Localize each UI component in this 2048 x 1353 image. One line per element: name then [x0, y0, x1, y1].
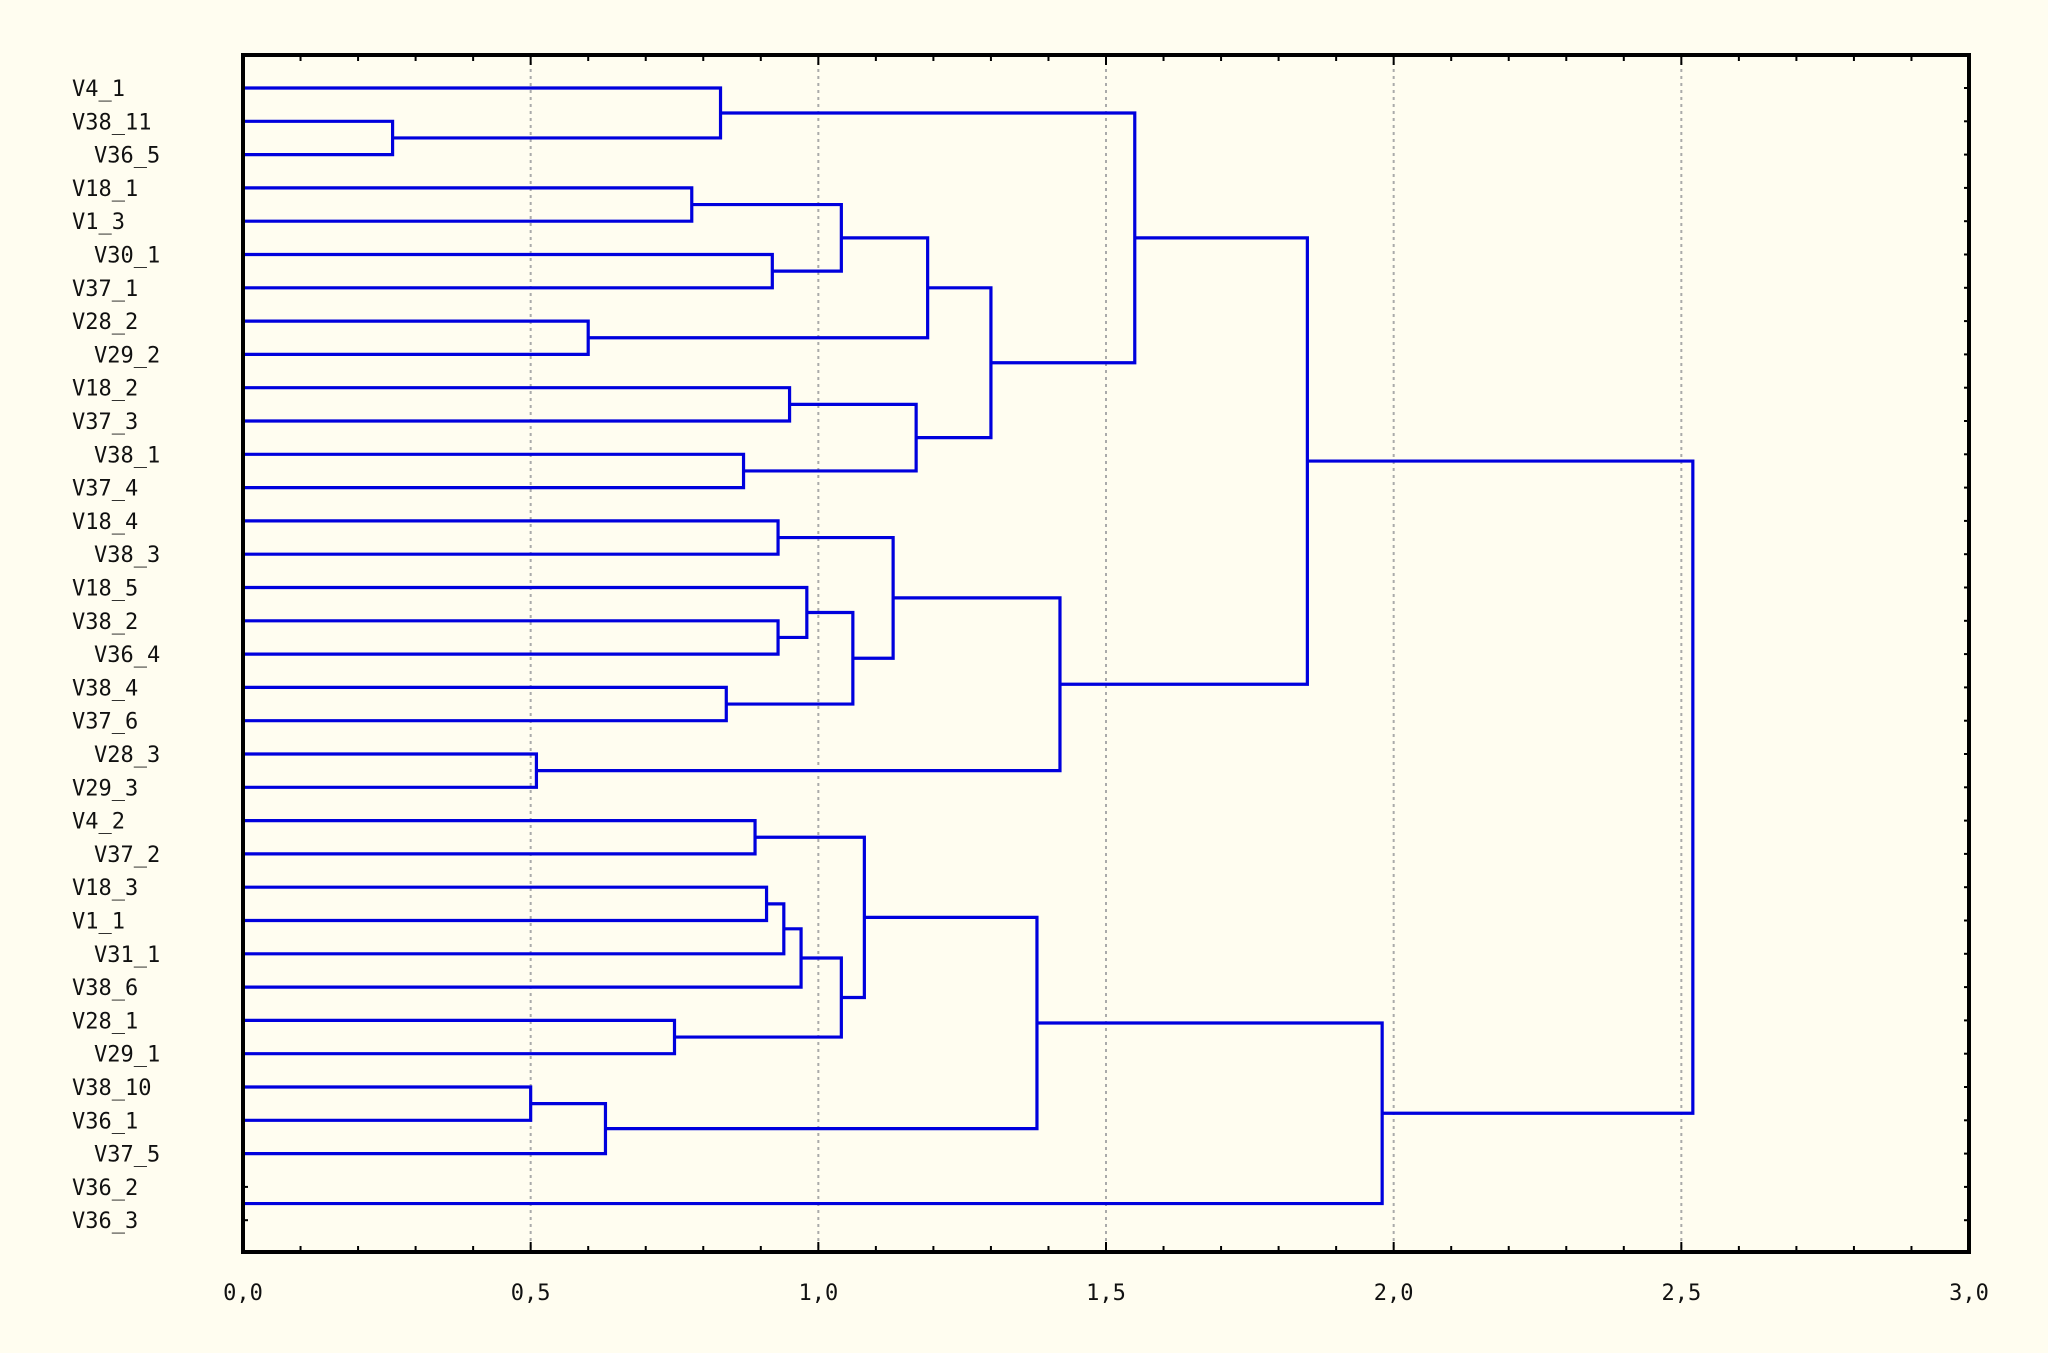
- x-tick-label: 2,5: [1661, 1281, 1701, 1306]
- leaf-label: V36_4: [94, 643, 160, 668]
- leaf-label: V37_6: [72, 710, 138, 735]
- leaf-label: V29_1: [94, 1043, 160, 1068]
- leaf-label: V4_1: [72, 77, 125, 102]
- leaf-label: V38_4: [72, 676, 138, 701]
- leaf-label: V37_1: [72, 277, 138, 302]
- leaf-label: V1_3: [72, 210, 125, 235]
- leaf-label: V36_2: [72, 1176, 138, 1201]
- leaf-label: V18_1: [72, 177, 138, 202]
- dendrogram-link: [243, 927, 803, 989]
- leaf-label: V4_2: [72, 810, 125, 835]
- leaf-label: V30_1: [94, 244, 160, 269]
- x-tick-label: 2,0: [1374, 1281, 1414, 1306]
- leaf-label: V29_3: [72, 776, 138, 801]
- leaf-label: V28_3: [94, 743, 160, 768]
- dendrogram-link: [916, 286, 993, 440]
- leaf-label: V37_5: [94, 1143, 160, 1168]
- leaf-label: V38_11: [72, 110, 151, 135]
- plot-frame: [241, 53, 1971, 1254]
- leaf-label: V28_1: [72, 1009, 138, 1034]
- x-tick-label: 0,0: [223, 1281, 263, 1306]
- leaf-label: V38_10: [72, 1076, 151, 1101]
- dendrogram-link: [243, 902, 786, 956]
- leaf-label: V37_3: [72, 410, 138, 435]
- leaf-label: V36_1: [72, 1109, 138, 1134]
- leaf-label: V29_2: [94, 343, 160, 368]
- leaf-label: V37_4: [72, 477, 138, 502]
- leaf-label: V36_3: [72, 1209, 138, 1234]
- dendrogram-link: [1307, 459, 1695, 1115]
- dendrogram-links: [241, 86, 1695, 1221]
- leaf-label: V38_6: [72, 976, 138, 1001]
- leaf-label: V36_5: [94, 144, 160, 169]
- leaf-label: V18_5: [72, 577, 138, 602]
- leaf-label: V37_2: [94, 843, 160, 868]
- x-tick-label: 1,0: [798, 1281, 838, 1306]
- dendrogram-link: [536, 596, 1062, 773]
- x-tick-label: 3,0: [1949, 1281, 1989, 1306]
- leaf-label: V1_1: [72, 910, 125, 935]
- x-tick-label: 1,5: [1086, 1281, 1126, 1306]
- leaf-label: V18_3: [72, 876, 138, 901]
- leaf-label: V31_1: [94, 943, 160, 968]
- x-tick-labels: 0,0 0,5 1,0 1,5 2,0 2,5 3,0: [223, 1281, 1989, 1306]
- leaf-label: V28_2: [72, 310, 138, 335]
- leaf-labels: V4_1 V38_11 V36_5 V18_1 V1_3 V30_1 V37_1 V28_2 V…: [72, 77, 160, 1234]
- leaf-label: V38_1: [94, 443, 160, 468]
- leaf-label: V18_2: [72, 377, 138, 402]
- leaf-label: V18_4: [72, 510, 138, 535]
- x-tick-label: 0,5: [511, 1281, 551, 1306]
- leaf-label: V38_2: [72, 610, 138, 635]
- leaf-label: V38_3: [94, 543, 160, 568]
- dendrogram-link: [243, 885, 769, 923]
- dendrogram-link: [726, 610, 855, 706]
